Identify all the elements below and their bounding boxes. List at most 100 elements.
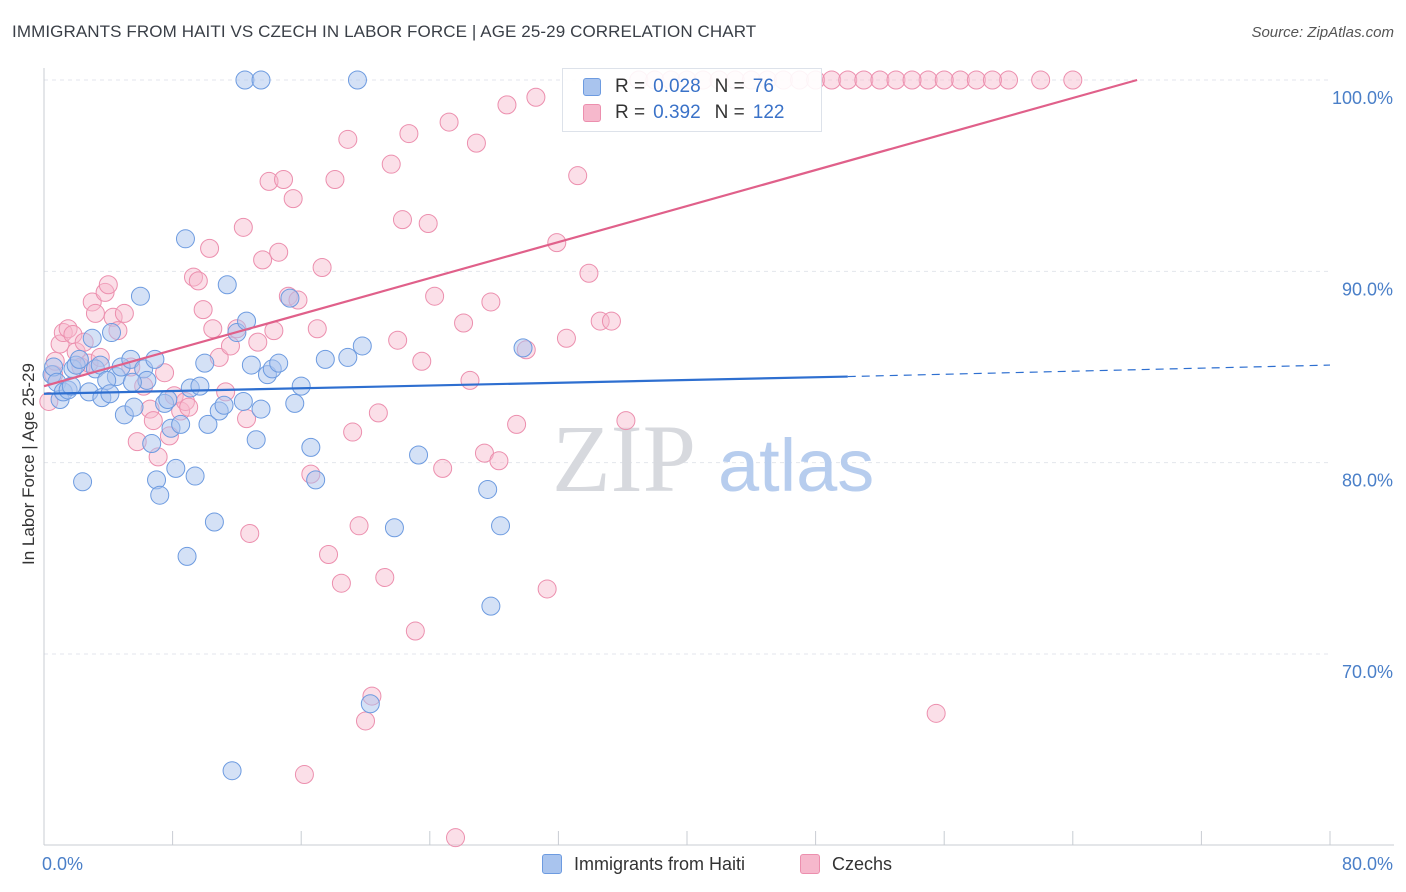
czech-point — [886, 70, 906, 90]
haiti-point — [241, 355, 261, 375]
czech-point — [155, 363, 175, 383]
czech-point — [143, 411, 163, 431]
haiti-r-value: 0.028 — [653, 76, 701, 97]
y-tick-label: 100.0% — [1332, 88, 1393, 108]
czech-point — [319, 545, 339, 565]
haiti-point — [147, 470, 167, 490]
haiti-point — [338, 347, 358, 367]
czech-point — [950, 70, 970, 90]
bottom-legend-haiti: Immigrants from Haiti — [542, 851, 745, 877]
czech-point — [338, 129, 358, 149]
legend-row-czech: R = 0.392 N = 122 — [583, 100, 798, 126]
haiti-swatch — [583, 78, 601, 96]
czech-point — [556, 328, 576, 348]
czech-trend-line — [43, 78, 1138, 388]
czech-point — [418, 214, 438, 233]
czech-point — [349, 516, 369, 536]
czech-point — [325, 169, 345, 189]
haiti-point — [171, 414, 191, 434]
haiti-point — [177, 546, 197, 566]
haiti-point — [175, 229, 195, 249]
czech-point — [259, 171, 279, 191]
czech-point — [526, 87, 546, 107]
chart-title: IMMIGRANTS FROM HAITI VS CZECH IN LABOR … — [12, 22, 757, 41]
watermark-zip: ZIP — [552, 405, 696, 512]
czech-point — [188, 271, 208, 291]
czech-point — [392, 210, 412, 230]
bottom-haiti-label: Immigrants from Haiti — [574, 853, 746, 874]
czech-point — [331, 573, 351, 593]
czech-point — [999, 70, 1018, 90]
czech-point — [294, 765, 314, 785]
haiti-point — [82, 328, 102, 348]
czech-point — [179, 397, 199, 417]
source-label: Source: ZipAtlas.com — [1251, 24, 1394, 41]
haiti-point — [352, 336, 372, 356]
czech-point — [1031, 70, 1051, 90]
czech-point — [412, 351, 432, 371]
grid-lines — [44, 79, 1330, 655]
haiti-point — [166, 458, 186, 478]
haiti-r-label: R = — [615, 76, 646, 97]
czech-n-value: 122 — [752, 102, 785, 123]
haiti-point — [291, 376, 311, 396]
haiti-point — [185, 466, 205, 486]
haiti-point — [251, 399, 271, 419]
czech-n-label: N = — [714, 102, 745, 123]
haiti-point — [315, 349, 335, 369]
haiti-point — [198, 414, 218, 434]
czech-point — [85, 303, 105, 323]
czech-r-label: R = — [615, 102, 646, 123]
haiti-point — [217, 275, 237, 295]
haiti-point — [102, 323, 122, 343]
czech-point — [82, 292, 102, 312]
haiti-point — [44, 357, 64, 377]
haiti-point — [73, 472, 93, 492]
haiti-point — [130, 286, 150, 306]
czech-point — [381, 154, 401, 174]
tick-labels: 70.0% 80.0% 90.0% 100.0% 0.0% 80.0% — [42, 88, 1393, 874]
czech-point — [253, 250, 273, 270]
czech-point — [568, 166, 588, 186]
haiti-point — [513, 338, 533, 358]
haiti-point — [235, 70, 255, 90]
bottom-legend-czech: Czechs — [800, 851, 892, 877]
czech-point — [497, 95, 517, 115]
czech-point — [507, 414, 527, 434]
haiti-point — [142, 434, 162, 454]
czech-point — [356, 711, 375, 731]
czech-point — [822, 70, 842, 90]
haiti-n-value: 76 — [752, 76, 774, 97]
czech-point — [114, 303, 134, 323]
czech-point — [926, 703, 946, 723]
haiti-point — [409, 445, 429, 465]
czech-point — [388, 330, 408, 350]
haiti-point — [233, 391, 253, 411]
haiti-point — [246, 430, 266, 450]
czech-r-value: 0.392 — [653, 102, 701, 123]
haiti-point — [214, 395, 234, 415]
legend-row-haiti: R = 0.028 N = 76 — [583, 74, 788, 100]
haiti-point — [158, 390, 178, 410]
haiti-point — [347, 70, 367, 90]
czech-point — [274, 169, 294, 189]
czech-point — [466, 133, 486, 153]
czech-point — [269, 242, 289, 262]
czech-point — [240, 523, 260, 543]
y-axis-label: In Labor Force | Age 25-29 — [19, 363, 38, 565]
haiti-point — [306, 470, 326, 490]
haiti-point — [222, 761, 242, 781]
czech-point — [405, 621, 425, 641]
haiti-point — [280, 288, 300, 308]
czech-point — [537, 579, 557, 599]
czech-point — [95, 282, 115, 302]
watermark-atlas: atlas — [718, 424, 874, 507]
czech-point — [433, 458, 453, 478]
haiti-point — [100, 384, 120, 404]
czech-point — [489, 451, 509, 471]
czech-point — [870, 70, 890, 90]
czech-point — [283, 189, 303, 209]
haiti-point — [204, 512, 224, 532]
haiti-point — [251, 70, 271, 90]
y-tick-label: 80.0% — [1342, 471, 1393, 491]
